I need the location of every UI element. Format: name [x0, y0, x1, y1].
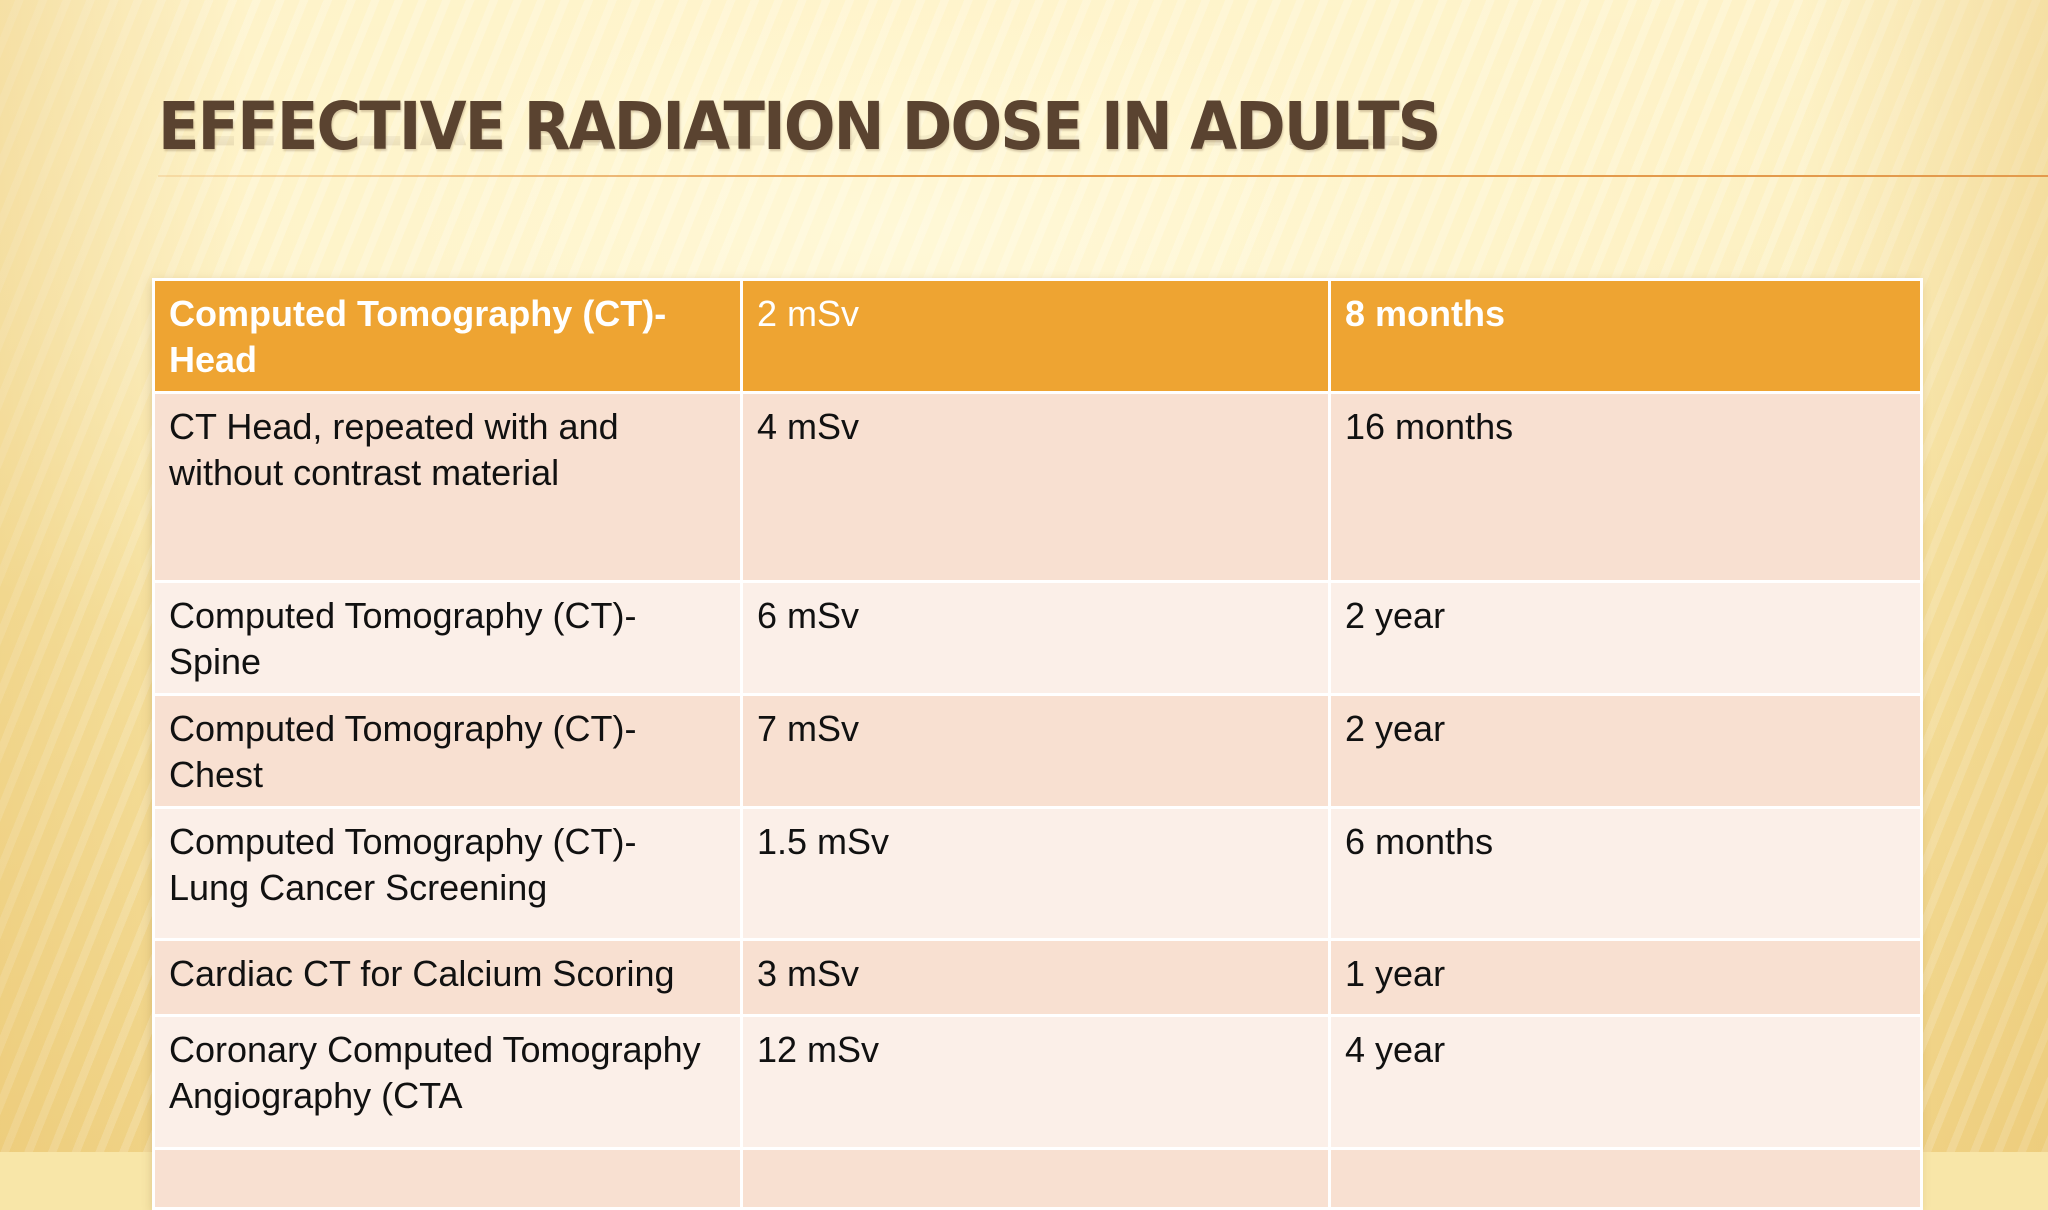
table-cell-dose: 4 mSv [740, 391, 1331, 583]
table-cell-procedure: Coronary Computed Tomography Angiography… [152, 1014, 743, 1150]
table-cell-equivalent: 2 year [1328, 580, 1923, 696]
table-cell-procedure: Computed Tomography (CT)- Spine [152, 580, 743, 696]
table-cell-equivalent: 16 months [1328, 391, 1923, 583]
title-area: EFFECTIVE RADIATION DOSE IN ADULTS [158, 88, 1551, 165]
table-row: Computed Tomography (CT)- Chest 7 mSv 2 … [152, 693, 1923, 809]
table-cell-dose [740, 1147, 1331, 1210]
table-cell-dose: 3 mSv [740, 938, 1331, 1017]
table-row: Cardiac CT for Calcium Scoring 3 mSv 1 y… [152, 938, 1923, 1017]
table-row: CT Head, repeated with and without contr… [152, 391, 1923, 583]
table-cell-procedure: Computed Tomography (CT)- Lung Cancer Sc… [152, 806, 743, 941]
table-row-cutoff [152, 1147, 1923, 1210]
title-underline [158, 175, 2048, 177]
table-header-cell-procedure: Computed Tomography (CT)- Head [152, 278, 743, 394]
table-cell-dose: 7 mSv [740, 693, 1331, 809]
table-cell-procedure: CT Head, repeated with and without contr… [152, 391, 743, 583]
table-header-row: Computed Tomography (CT)- Head 2 mSv 8 m… [152, 278, 1923, 394]
dose-table: Computed Tomography (CT)- Head 2 mSv 8 m… [152, 278, 1923, 1210]
table-cell-procedure: Computed Tomography (CT)- Chest [152, 693, 743, 809]
slide-title: EFFECTIVE RADIATION DOSE IN ADULTS [158, 88, 1441, 165]
table-cell-equivalent: 1 year [1328, 938, 1923, 1017]
table-row: Computed Tomography (CT)- Lung Cancer Sc… [152, 806, 1923, 941]
table-header-cell-equivalent: 8 months [1328, 278, 1923, 394]
table-cell-procedure: Cardiac CT for Calcium Scoring [152, 938, 743, 1017]
table-cell-dose: 12 mSv [740, 1014, 1331, 1150]
table-cell-dose: 1.5 mSv [740, 806, 1331, 941]
table-cell-equivalent: 4 year [1328, 1014, 1923, 1150]
table-row: Coronary Computed Tomography Angiography… [152, 1014, 1923, 1150]
table-cell-equivalent [1328, 1147, 1923, 1210]
table-header-cell-dose: 2 mSv [740, 278, 1331, 394]
table-cell-procedure [152, 1147, 743, 1210]
table-cell-equivalent: 6 months [1328, 806, 1923, 941]
table-cell-dose: 6 mSv [740, 580, 1331, 696]
table-row: Computed Tomography (CT)- Spine 6 mSv 2 … [152, 580, 1923, 696]
table-cell-equivalent: 2 year [1328, 693, 1923, 809]
dose-table-container: Computed Tomography (CT)- Head 2 mSv 8 m… [152, 278, 1923, 1210]
